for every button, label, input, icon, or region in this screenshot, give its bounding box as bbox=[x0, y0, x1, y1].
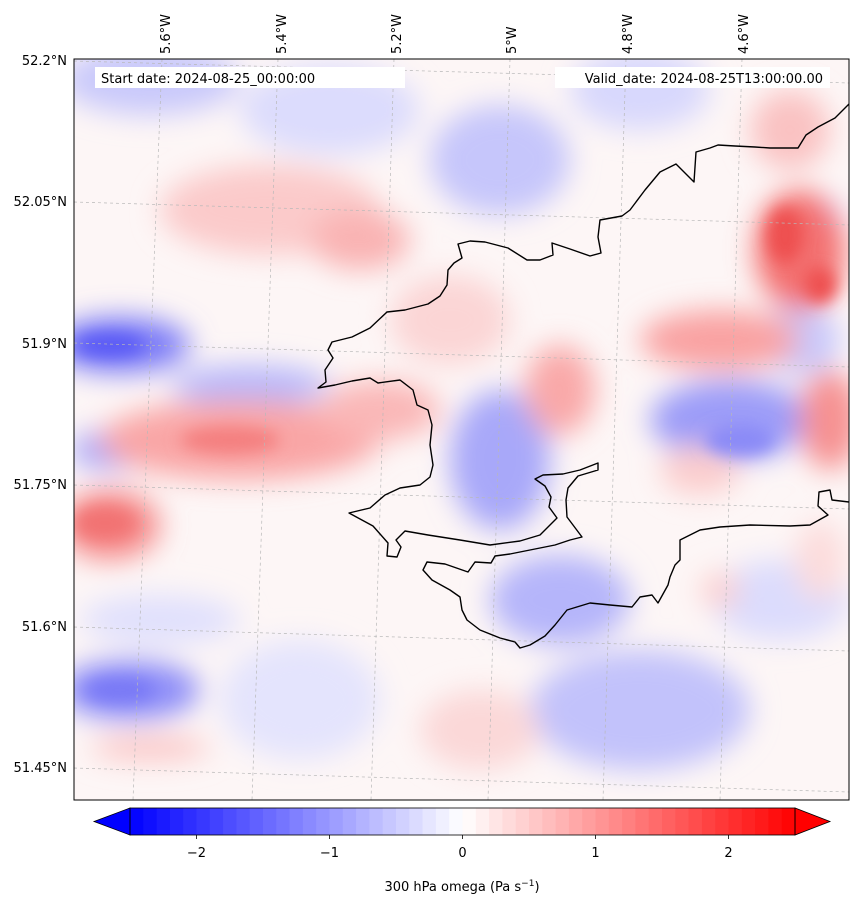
colorbar-segment bbox=[449, 808, 464, 835]
valid-date-text: Valid_date: 2024-08-25T13:00:00.00 bbox=[585, 72, 823, 87]
colorbar-segment bbox=[515, 808, 530, 835]
colorbar-segment bbox=[249, 808, 264, 835]
colorbar-segments bbox=[130, 808, 796, 835]
colorbar-segment bbox=[409, 808, 424, 835]
colorbar-segment bbox=[289, 808, 304, 835]
colorbar-segment bbox=[342, 808, 357, 835]
colorbar-segment bbox=[302, 808, 317, 835]
colorbar-ticks: −2 −1 0 1 2 bbox=[187, 835, 733, 861]
colorbar-segment bbox=[555, 808, 570, 835]
colorbar-segment bbox=[582, 808, 597, 835]
colorbar-segment bbox=[316, 808, 331, 835]
colorbar-segment bbox=[529, 808, 543, 835]
colorbar-tick-label: 1 bbox=[591, 846, 599, 861]
colorbar-segment bbox=[169, 808, 184, 835]
colorbar-segment bbox=[662, 808, 676, 835]
omega-field bbox=[74, 59, 849, 800]
lon-tick-label: 4.6°W bbox=[737, 14, 752, 54]
colorbar-segment bbox=[263, 808, 277, 835]
colorbar: −2 −1 0 1 2 300 hPa omega (Pa s−1) bbox=[92, 807, 832, 895]
start-date-text: Start date: 2024-08-25_00:00:00 bbox=[101, 72, 315, 87]
colorbar-segment bbox=[635, 808, 650, 835]
colorbar-segment bbox=[356, 808, 370, 835]
coastline bbox=[317, 103, 849, 649]
colorbar-label: 300 hPa omega (Pa s−1) bbox=[384, 879, 539, 895]
colorbar-segment bbox=[236, 808, 251, 835]
lat-tick-label: 52.2°N bbox=[22, 54, 67, 69]
colorbar-tick-label: 2 bbox=[724, 846, 732, 861]
colorbar-segment bbox=[741, 808, 756, 835]
colorbar-segment bbox=[755, 808, 769, 835]
colorbar-segment bbox=[595, 808, 610, 835]
colorbar-segment bbox=[130, 808, 144, 835]
lat-tick-label: 51.75°N bbox=[14, 478, 67, 493]
colorbar-segment bbox=[475, 808, 490, 835]
colorbar-segment bbox=[502, 808, 517, 835]
colorbar-segment bbox=[435, 808, 450, 835]
colorbar-segment bbox=[622, 808, 636, 835]
colorbar-segment bbox=[568, 808, 583, 835]
lon-tick-label: 5.4°W bbox=[275, 14, 290, 54]
colorbar-segment bbox=[462, 808, 477, 835]
colorbar-segment bbox=[329, 808, 344, 835]
lat-tick-label: 51.6°N bbox=[22, 620, 67, 635]
colorbar-segment bbox=[196, 808, 211, 835]
colorbar-segment bbox=[396, 808, 410, 835]
colorbar-segment bbox=[675, 808, 690, 835]
colorbar-tick-label: −1 bbox=[320, 846, 339, 861]
lon-tick-label: 5.2°W bbox=[390, 14, 405, 54]
lat-tick-label: 51.9°N bbox=[22, 337, 67, 352]
colorbar-segment bbox=[688, 808, 703, 835]
valid-date-box bbox=[555, 67, 830, 88]
colorbar-segment bbox=[781, 808, 796, 835]
colorbar-segment bbox=[701, 808, 716, 835]
map-frame bbox=[73, 58, 850, 801]
colorbar-tick-label: 0 bbox=[458, 846, 466, 861]
colorbar-extend-right bbox=[794, 807, 832, 836]
colorbar-segment bbox=[382, 808, 397, 835]
colorbar-segment bbox=[369, 808, 384, 835]
start-date-box bbox=[95, 67, 405, 88]
colorbar-extend-left bbox=[92, 807, 131, 836]
colorbar-tick-label: −2 bbox=[187, 846, 206, 861]
colorbar-segment bbox=[648, 808, 663, 835]
colorbar-segment bbox=[489, 808, 503, 835]
lon-tick-label: 4.8°W bbox=[621, 14, 636, 54]
colorbar-segment bbox=[209, 808, 224, 835]
colorbar-segment bbox=[608, 808, 623, 835]
colorbar-segment bbox=[422, 808, 437, 835]
colorbar-segment bbox=[143, 808, 158, 835]
lon-tick-label: 5.6°W bbox=[159, 14, 174, 54]
colorbar-segment bbox=[156, 808, 171, 835]
colorbar-segment bbox=[715, 808, 730, 835]
colorbar-segment bbox=[223, 808, 237, 835]
lon-tick-label: 5°W bbox=[505, 26, 520, 54]
colorbar-segment bbox=[183, 808, 198, 835]
colorbar-segment bbox=[768, 808, 783, 835]
colorbar-segment bbox=[276, 808, 291, 835]
lon-tick-labels: 5.6°W 5.4°W 5.2°W 5°W 4.8°W 4.6°W bbox=[159, 14, 752, 54]
lat-tick-labels: 52.2°N 52.05°N 51.9°N 51.75°N 51.6°N 51.… bbox=[14, 54, 67, 776]
lat-tick-label: 51.45°N bbox=[14, 761, 67, 776]
colorbar-segment bbox=[728, 808, 743, 835]
lat-tick-label: 52.05°N bbox=[14, 195, 67, 210]
colorbar-segment bbox=[542, 808, 557, 835]
